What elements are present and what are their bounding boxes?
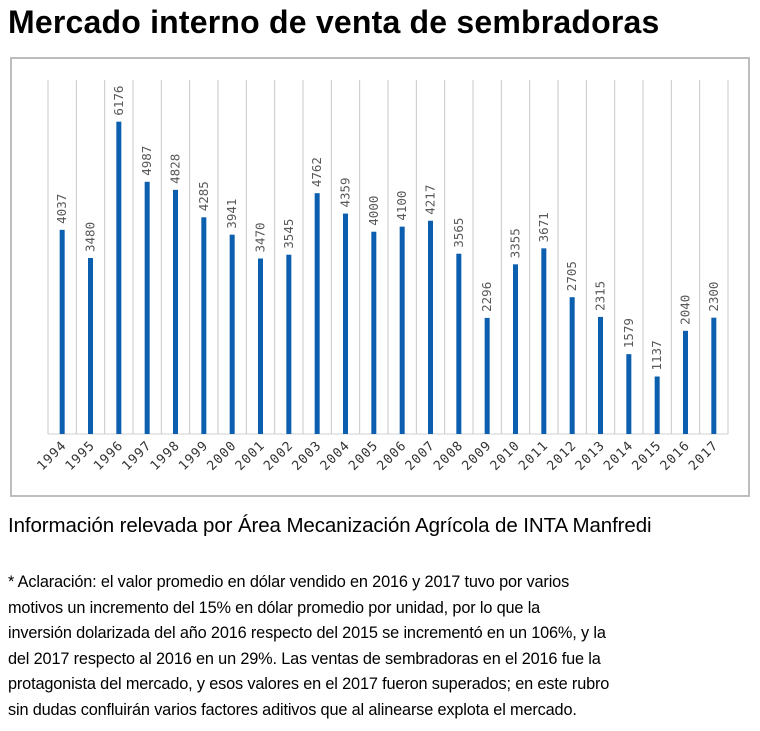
bar: [654, 376, 660, 434]
x-tick-label: 2001: [233, 438, 269, 474]
x-tick-label: 2016: [658, 438, 694, 474]
bar: [456, 253, 462, 434]
source-text: Información relevada por Área Mecanizaci…: [8, 514, 652, 537]
x-tick-label: 2007: [403, 438, 439, 474]
note-line: motivos un incremento del 15% en dólar p…: [8, 598, 541, 617]
bar: [201, 217, 207, 434]
data-label: 4217: [423, 185, 438, 215]
data-label: 3565: [451, 218, 466, 248]
x-tick-label: 2015: [629, 438, 665, 474]
bar: [59, 229, 65, 434]
chart-frame: [10, 57, 750, 497]
note-line: inversión dolarizada del año 2016 respec…: [8, 624, 606, 643]
x-tick-label: 2003: [289, 438, 325, 474]
bar: [598, 316, 603, 434]
bar: [711, 317, 717, 434]
data-label: 4037: [54, 194, 69, 224]
data-label: 4828: [168, 154, 183, 184]
data-label: 2705: [564, 261, 579, 291]
note-line: sin dudas confluirán varios factores adi…: [8, 700, 577, 719]
bar: [569, 297, 575, 434]
x-tick-label: 2017: [686, 438, 722, 474]
data-label: 2040: [678, 295, 693, 325]
bar: [258, 258, 263, 434]
note-line: protagonista del mercado, y esos valores…: [8, 675, 610, 694]
data-label: 3941: [224, 199, 239, 229]
bar: [343, 213, 348, 434]
data-label: 4987: [139, 146, 154, 176]
data-label: 1579: [621, 318, 636, 348]
data-label: 4359: [338, 177, 353, 207]
data-label: 2296: [479, 282, 494, 312]
data-label: 1137: [649, 340, 664, 370]
x-tick-label: 2012: [544, 438, 580, 474]
note-line: del 2017 respecto al 2016 en un 29%. Las…: [8, 649, 601, 668]
bar: [371, 231, 377, 434]
bar: [286, 254, 292, 434]
x-tick-label: 2004: [318, 438, 354, 474]
x-tick-label: 2013: [573, 438, 609, 474]
x-tick-label: 2005: [346, 438, 382, 474]
x-tick-label: 1999: [176, 438, 212, 474]
data-label: 6176: [111, 86, 126, 116]
data-label: 3480: [83, 222, 98, 252]
x-tick-label: 2002: [261, 438, 297, 474]
bar: [484, 317, 490, 434]
data-label: 3470: [253, 222, 268, 252]
x-tick-label: 1996: [91, 438, 127, 474]
data-label: 3671: [536, 212, 551, 242]
x-tick-label: 1994: [34, 438, 70, 474]
bar: [144, 181, 150, 434]
x-tick-label: 1998: [148, 438, 184, 474]
data-label: 4000: [366, 196, 381, 226]
bar: [173, 189, 178, 434]
x-tick-label: 2010: [488, 438, 524, 474]
x-tick-label: 2000: [204, 438, 240, 474]
data-label: 3355: [508, 228, 523, 258]
bar: [116, 121, 122, 434]
bar: [626, 354, 632, 434]
bar: [88, 258, 93, 434]
x-tick-label: 2014: [601, 438, 637, 474]
x-tick-label: 1995: [63, 438, 99, 474]
data-label: 2315: [593, 281, 608, 311]
data-label: 4100: [394, 191, 409, 221]
data-label: 4285: [196, 181, 211, 211]
bar: [428, 220, 433, 434]
bar: [399, 226, 405, 434]
data-label: 2300: [706, 282, 721, 312]
bar: [683, 330, 688, 434]
x-tick-label: 1997: [119, 438, 155, 474]
bar: [513, 264, 518, 434]
x-tick-label: 2009: [459, 438, 495, 474]
data-label: 3545: [281, 219, 296, 249]
x-tick-label: 2006: [374, 438, 410, 474]
x-tick-label: 2008: [431, 438, 467, 474]
page-title: Mercado interno de venta de sembradoras: [8, 4, 660, 40]
bar: [541, 248, 547, 434]
note-line: * Aclaración: el valor promedio en dólar…: [8, 573, 570, 591]
bar: [229, 234, 235, 434]
note-paragraph: * Aclaración: el valor promedio en dólar…: [8, 570, 609, 724]
bar-chart: 4037 1994 3480 1995 6176 1996 4987 1997 4828 1998…: [34, 80, 729, 474]
bar: [314, 193, 320, 434]
data-label: 4762: [309, 157, 324, 187]
x-tick-label: 2011: [516, 438, 552, 474]
